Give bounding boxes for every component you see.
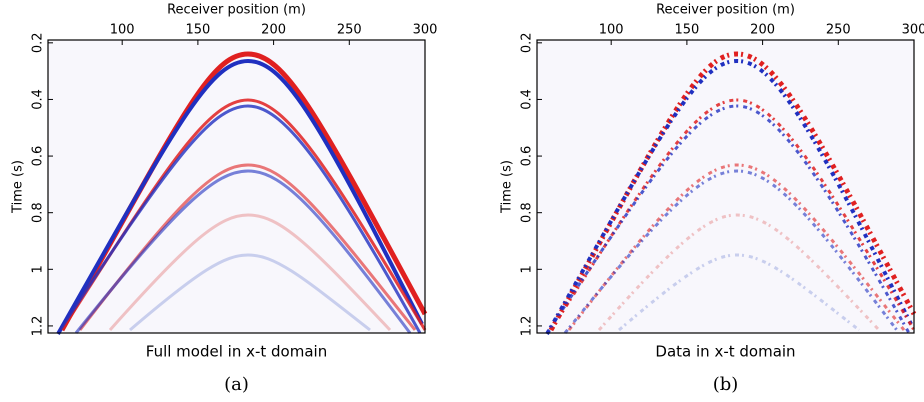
seismic-event	[129, 253, 371, 332]
seismic-event	[618, 253, 860, 332]
y-tick-label: 0.2	[520, 32, 535, 53]
seismic-image	[48, 40, 428, 335]
x-tick-label: 300	[902, 23, 924, 38]
seismic-event	[597, 213, 881, 332]
seismic-event	[108, 213, 392, 332]
plot-frame	[536, 39, 915, 334]
x-tick-label: 300	[413, 23, 438, 38]
y-tick-label: 0.2	[31, 32, 46, 53]
caption: Full model in x-t domain	[146, 343, 327, 361]
plot-frame	[47, 39, 426, 334]
y-tick-label: 1	[31, 265, 46, 273]
x-tick-label: 100	[110, 23, 135, 38]
y-tick-label: 0.4	[31, 89, 46, 110]
x-tick-label: 250	[826, 23, 851, 38]
y-axis-label: Time (s)	[11, 160, 26, 214]
seismic-event	[548, 51, 917, 332]
x-axis-label: Receiver position (m)	[656, 3, 795, 18]
y-tick-label: 0.8	[31, 202, 46, 223]
x-tick-label: 150	[185, 23, 210, 38]
image-background	[537, 40, 914, 333]
x-tick-label: 150	[674, 23, 699, 38]
x-tick-label: 200	[261, 23, 286, 38]
seismic-event	[563, 169, 901, 334]
seismic-event	[549, 98, 916, 331]
y-tick-label: 1	[520, 265, 535, 273]
x-tick-label: 100	[599, 23, 624, 38]
seismic-event	[545, 58, 913, 335]
seismic-event	[56, 58, 424, 335]
seismic-event	[567, 163, 906, 331]
seismic-event	[74, 169, 412, 334]
y-tick-label: 1.2	[520, 316, 535, 337]
y-tick-label: 0.6	[31, 146, 46, 167]
seismic-event	[545, 104, 911, 334]
seismic-image	[537, 40, 917, 335]
x-tick-label: 250	[337, 23, 362, 38]
y-tick-label: 0.8	[520, 202, 535, 223]
y-tick-label: 1.2	[31, 316, 46, 337]
x-tick-label: 200	[750, 23, 775, 38]
seismic-event	[78, 163, 417, 331]
panel-label: (a)	[224, 374, 249, 395]
image-background	[48, 40, 425, 333]
seismic-event	[56, 104, 422, 334]
y-tick-label: 0.6	[520, 146, 535, 167]
x-axis-label: Receiver position (m)	[167, 3, 306, 18]
panel-label: (b)	[713, 374, 739, 395]
caption: Data in x-t domain	[655, 343, 795, 361]
y-tick-label: 0.4	[520, 89, 535, 110]
y-axis-label: Time (s)	[500, 160, 515, 214]
